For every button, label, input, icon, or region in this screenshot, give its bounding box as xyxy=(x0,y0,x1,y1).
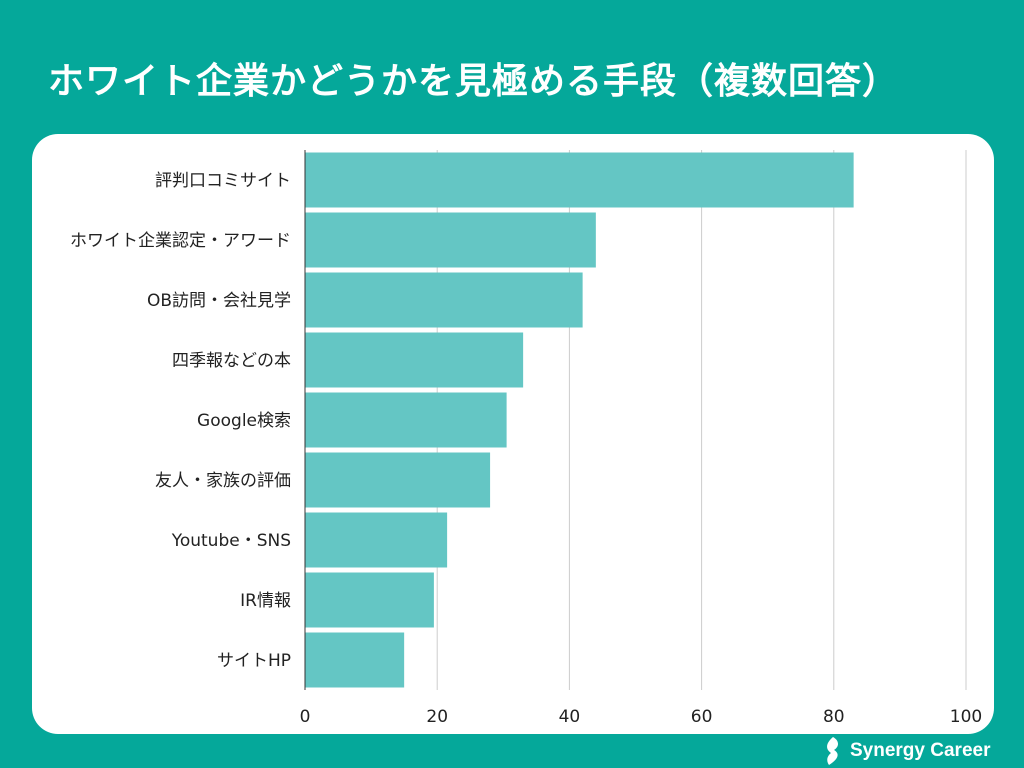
x-tick-label: 60 xyxy=(691,707,713,727)
bar xyxy=(305,272,583,328)
category-label: 評判口コミサイト xyxy=(155,171,291,191)
category-label: IR情報 xyxy=(240,591,291,611)
category-label: サイトHP xyxy=(217,651,291,671)
bar xyxy=(305,152,854,208)
bar xyxy=(305,332,524,388)
category-label: Google検索 xyxy=(197,411,291,431)
bar xyxy=(305,212,596,268)
page-title: ホワイト企業かどうかを見極める手段（複数回答） xyxy=(48,61,900,102)
chart-card: 評判口コミサイトホワイト企業認定・アワード OB訪問・会社見学四季報などの本 Goo… xyxy=(32,134,994,734)
bar xyxy=(305,512,448,568)
x-tick-label: 0 xyxy=(300,707,311,727)
brand-logo: Synergy Career xyxy=(822,735,990,767)
bar xyxy=(305,452,491,508)
category-label: OB訪問・会社見学 xyxy=(147,291,291,311)
category-label: 友人・家族の評価 xyxy=(155,471,291,491)
bar xyxy=(305,572,434,628)
category-label: ホワイト企業認定・アワード xyxy=(70,231,291,251)
category-label: 四季報などの本 xyxy=(172,351,291,371)
x-tick-label: 100 xyxy=(950,707,982,727)
bar xyxy=(305,392,507,448)
synergy-leaf-logo-icon xyxy=(827,737,838,765)
x-tick-label: 20 xyxy=(426,707,448,727)
x-tick-label: 40 xyxy=(559,707,581,727)
brand-name: Synergy Career xyxy=(850,740,991,761)
category-label: Youtube・SNS xyxy=(171,531,291,551)
bar xyxy=(305,632,405,688)
x-tick-label: 80 xyxy=(823,707,845,727)
